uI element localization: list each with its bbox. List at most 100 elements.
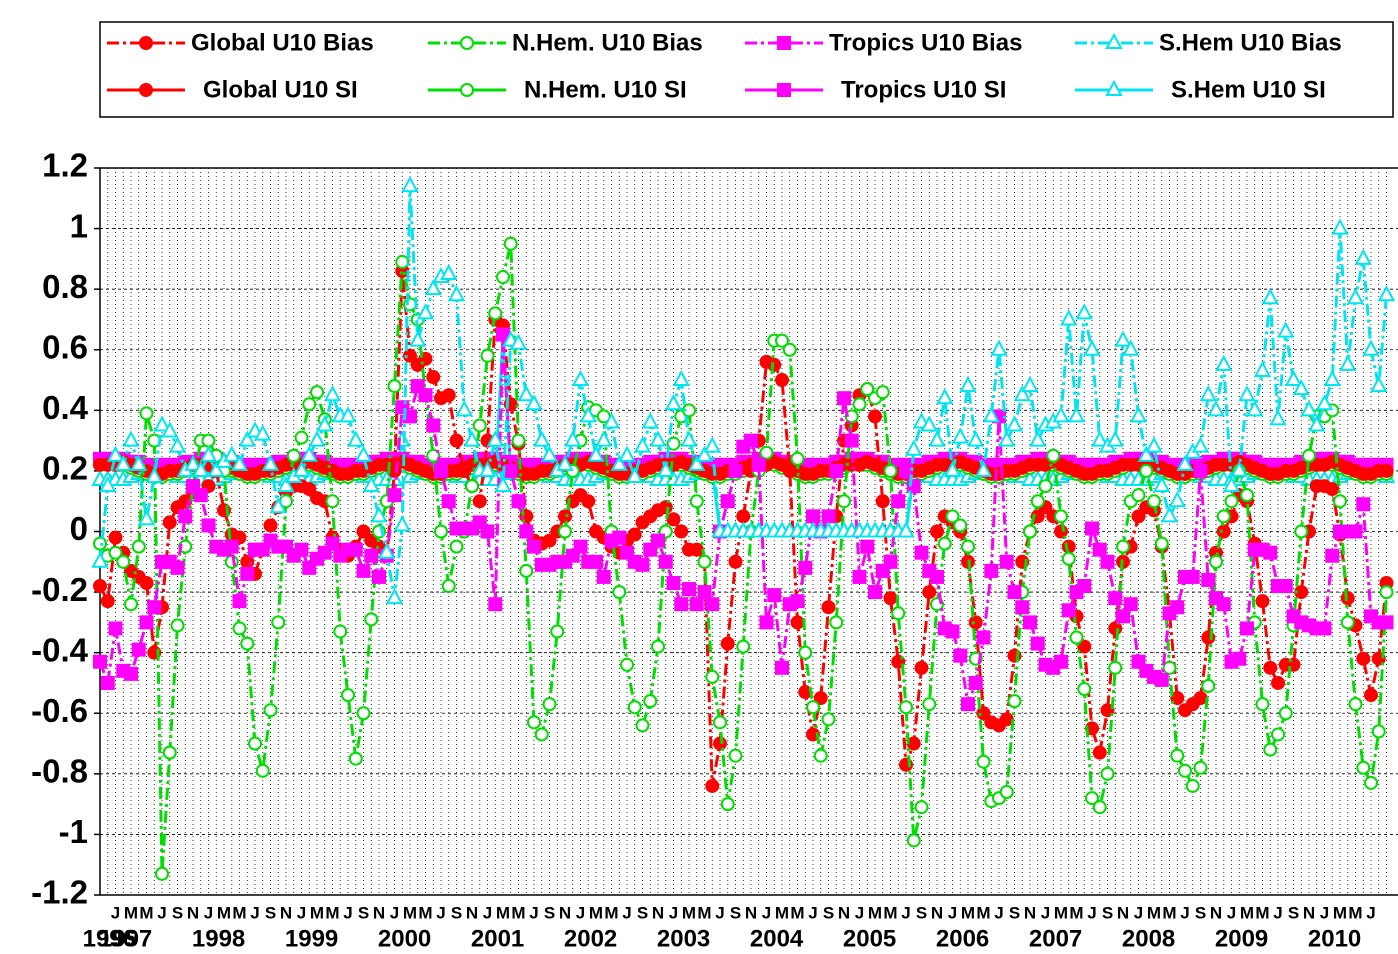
data-point (1216, 509, 1231, 524)
year-label: 2003 (657, 925, 710, 952)
legend-label: N.Hem. U10 Bias (512, 29, 703, 56)
data-point (310, 385, 324, 400)
x-tick-label: S (916, 903, 927, 922)
y-tick-label: -0.8 (31, 753, 88, 790)
data-point (139, 575, 154, 590)
data-point (573, 539, 588, 554)
data-point (426, 418, 441, 433)
x-tick-label: N (1303, 903, 1315, 922)
x-tick-label: S (358, 903, 369, 922)
data-point (488, 597, 503, 612)
data-point (806, 727, 820, 742)
x-tick-label: M (961, 903, 975, 922)
data-point (928, 430, 946, 447)
x-tick-label: M (124, 903, 138, 922)
y-tick-label: 0.6 (42, 328, 88, 365)
year-label: 2001 (471, 925, 524, 952)
data-point (728, 748, 743, 763)
y-tick-label: 0.4 (42, 389, 89, 426)
data-point (806, 700, 820, 715)
data-point (1263, 545, 1278, 560)
data-point (1007, 694, 1022, 709)
data-point (984, 563, 999, 578)
data-point (883, 463, 898, 478)
series (91, 176, 1396, 605)
x-tick-label: S (1195, 903, 1206, 922)
data-point (1054, 509, 1068, 524)
data-point (199, 445, 218, 462)
year-label: 2002 (564, 925, 617, 952)
data-point (1364, 688, 1378, 703)
data-point (1061, 603, 1076, 618)
data-point (649, 430, 667, 447)
data-point (1114, 330, 1132, 347)
data-point (875, 385, 890, 400)
data-point (1356, 497, 1371, 512)
data-point (945, 624, 960, 639)
x-tick-label: M (682, 903, 696, 922)
x-tick-label: M (1333, 903, 1347, 922)
data-point (635, 557, 650, 572)
data-point (455, 400, 473, 417)
data-point (1091, 430, 1109, 447)
data-point (300, 445, 318, 462)
data-point (162, 515, 177, 530)
data-point (201, 433, 216, 448)
data-point (883, 554, 898, 569)
data-point (131, 539, 146, 554)
data-point (124, 666, 138, 681)
data-point (511, 433, 526, 448)
x-tick-label: J (948, 903, 957, 922)
data-point (1154, 536, 1169, 551)
data-point (953, 518, 968, 533)
series (93, 327, 1394, 712)
x-tick-label: M (496, 903, 510, 922)
data-point (277, 475, 295, 493)
data-point (1067, 406, 1086, 423)
data-point (168, 436, 187, 453)
data-point (426, 370, 441, 385)
x-tick-label: S (1102, 903, 1113, 922)
data-point (852, 397, 867, 412)
data-point (1215, 354, 1233, 371)
data-point (1038, 479, 1053, 494)
data-point (1108, 591, 1123, 606)
x-tick-label: S (265, 903, 276, 922)
data-point (813, 691, 828, 706)
data-point (527, 539, 541, 554)
x-tick-label: J (1134, 903, 1143, 922)
y-tick-label: 0.8 (42, 268, 88, 305)
data-point (542, 697, 557, 712)
data-point (751, 457, 766, 472)
data-point (1371, 724, 1386, 739)
data-point (744, 433, 758, 448)
x-tick-label: M (1069, 903, 1083, 922)
data-point (1370, 375, 1388, 393)
y-tick-label: 0 (70, 510, 88, 547)
data-point (441, 494, 456, 509)
legend-marker (1105, 79, 1123, 96)
data-point (775, 373, 789, 388)
data-point (1209, 554, 1223, 569)
y-tick-label: -1.2 (31, 874, 88, 911)
data-point (341, 688, 355, 703)
data-point (713, 715, 727, 730)
data-point (201, 518, 216, 533)
data-point (1077, 579, 1092, 594)
y-tick-label: -0.6 (31, 692, 88, 729)
data-point (1246, 400, 1264, 417)
data-point (860, 539, 875, 554)
data-point (478, 460, 497, 477)
data-point (1255, 697, 1270, 712)
data-point (999, 712, 1014, 727)
x-tick-label: J (204, 903, 213, 922)
data-point (525, 394, 543, 411)
data-point (641, 412, 659, 429)
x-tick-label: N (1117, 903, 1129, 922)
x-tick-label: M (868, 903, 882, 922)
data-point (1323, 369, 1341, 387)
y-tick-label: -0.2 (31, 571, 88, 608)
data-point (844, 433, 859, 448)
data-point (705, 669, 720, 684)
data-point (503, 463, 518, 478)
